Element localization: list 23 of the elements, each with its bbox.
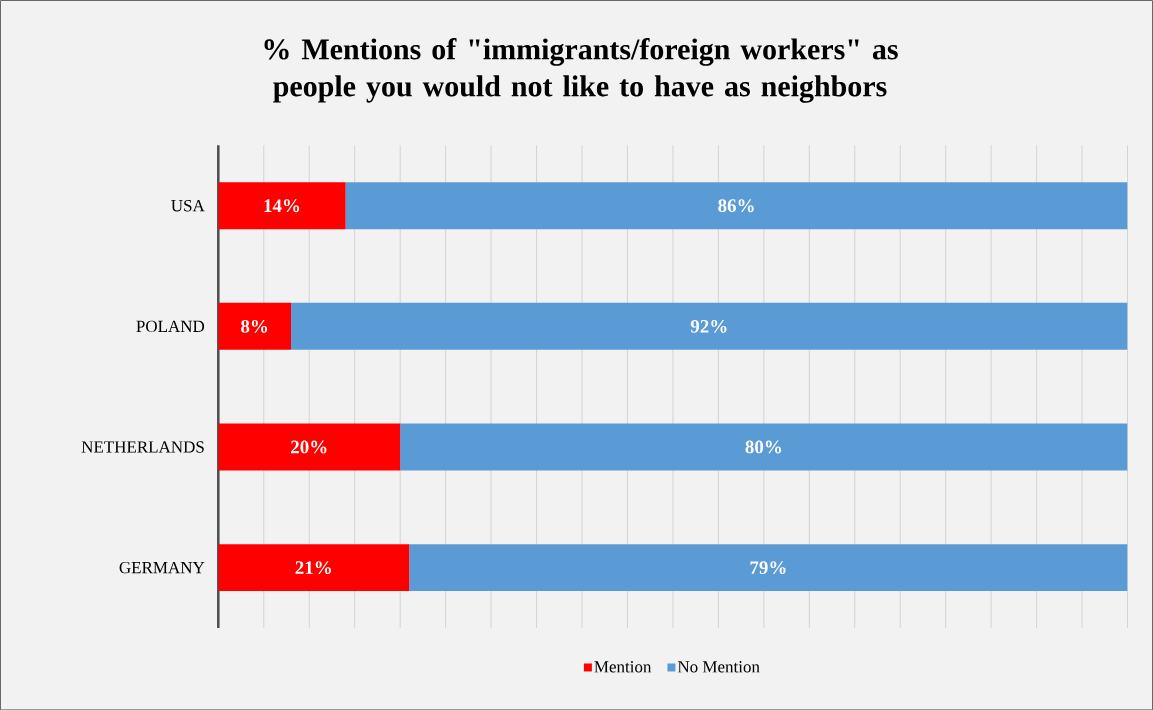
y-tick-label: NETHERLANDS	[81, 441, 204, 453]
y-tick-label: POLAND	[136, 320, 205, 332]
bar	[218, 423, 401, 471]
legend-label: No Mention	[677, 660, 760, 673]
bar	[345, 182, 1128, 229]
data-label: 79%	[750, 561, 786, 574]
data-label: 86%	[718, 199, 754, 212]
y-tick-label: GERMANY	[119, 561, 205, 574]
chart-title: % Mentions of "immigrants/foreign workers" as people you would not like to have as neighbors	[264, 37, 898, 103]
bar	[218, 302, 292, 350]
bar	[291, 302, 1128, 350]
data-label: 14%	[264, 199, 300, 212]
data-label: 21%	[295, 561, 331, 574]
bar	[218, 543, 410, 591]
data-label: 80%	[745, 440, 782, 454]
bar	[218, 182, 346, 229]
legend-label: Mention	[594, 660, 652, 673]
data-label: 92%	[690, 319, 727, 333]
data-label: 8%	[241, 319, 268, 333]
data-label: 20%	[291, 440, 327, 454]
bar	[400, 423, 1128, 471]
y-tick-label: USA	[171, 199, 205, 212]
bar	[409, 543, 1128, 591]
